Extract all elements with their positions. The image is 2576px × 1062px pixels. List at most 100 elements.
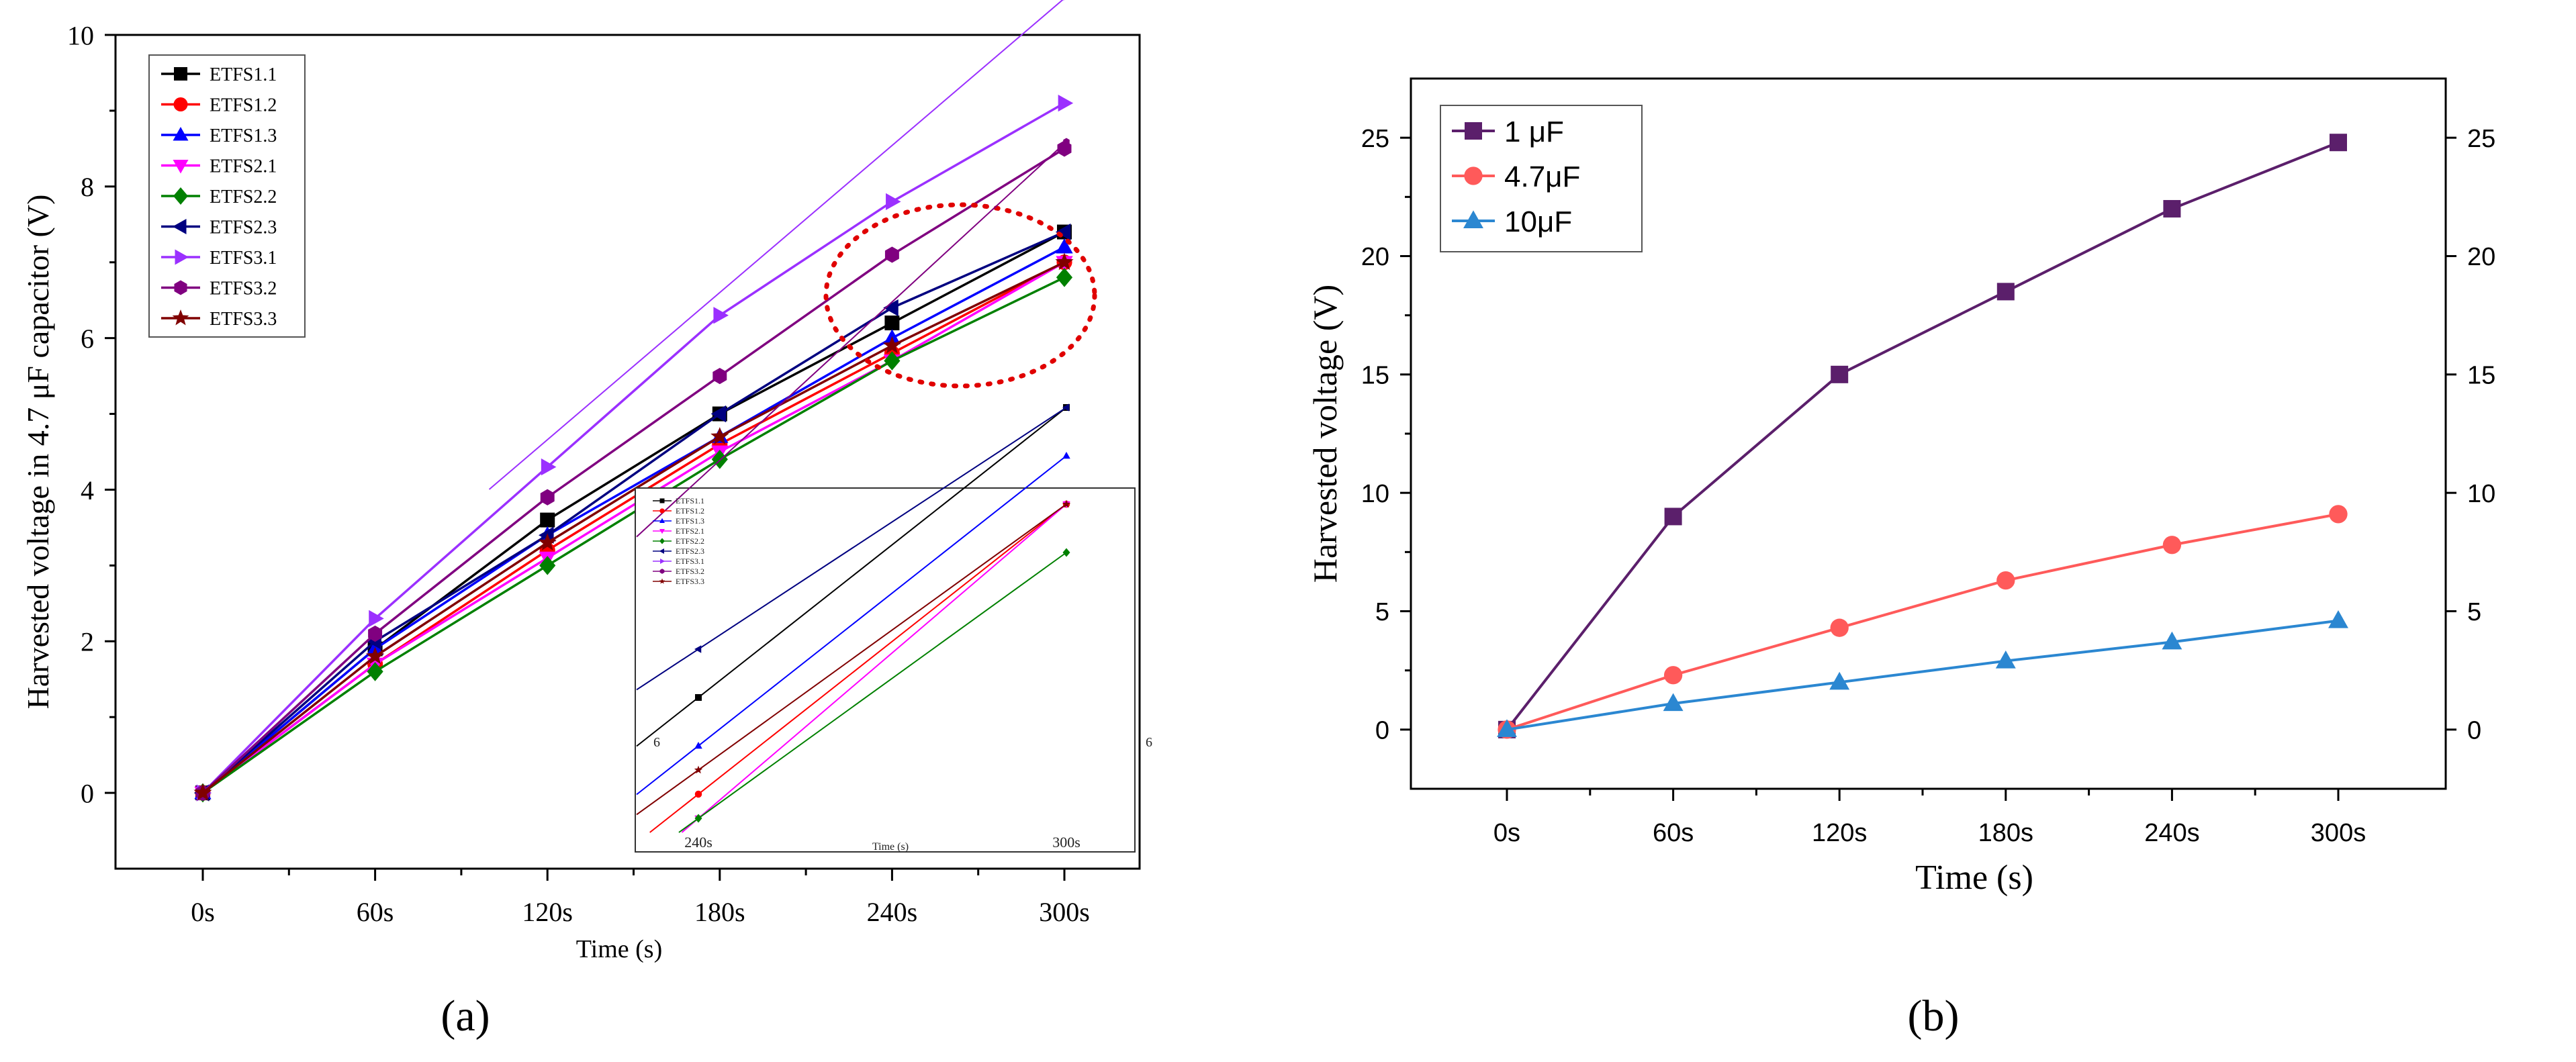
series-line-etfs3-3 [201,261,1065,794]
inset-point-etfs1-3 [1062,452,1070,459]
inset-point-etfs2-2 [694,814,702,823]
inset-legend-marker-etfs3-3 [659,578,665,584]
y-tick-label: 6 [81,324,94,354]
inset-frame [635,487,1136,853]
y-tick-label: 0 [81,778,94,808]
plot-frame-a [114,34,1141,870]
inset-line-etfs2-1 [681,503,1067,833]
x-tick-label: 300s [1039,897,1090,927]
inset-legend-marker-etfs2-3 [659,548,664,554]
data-point-etfs2-2 [539,556,556,575]
data-point-1-uf [1664,508,1682,526]
data-point-etfs2-3 [710,405,727,423]
data-point-10uf [1995,650,2016,669]
legend-label-etfs2-2: ETFS2.2 [210,187,277,207]
x-tick-label: 240s [867,897,918,927]
data-point-etfs2-2 [884,351,901,371]
y-axis-label-b: Harvested voltage (V) [1306,285,1344,583]
series-line-etfs2-1 [201,261,1065,794]
data-point-4-7uf [1663,666,1683,685]
data-point-etfs3-3 [710,427,729,444]
data-point-1-uf [1996,283,2015,301]
inset-line-etfs1-3 [636,455,1067,795]
series-group-a [193,94,1074,803]
legend-label-etfs3-1: ETFS3.1 [210,248,277,269]
y-tick-label: 4 [81,475,94,505]
data-point-etfs3-2 [884,246,899,263]
inset-legend-marker-etfs2-2 [659,538,665,544]
legend-label-1-uf: 1 μF [1504,115,1564,148]
inset-legend: ETFS1.1ETFS1.2ETFS1.3ETFS2.1ETFS2.2ETFS2… [653,496,704,586]
legend-label-10uf: 10μF [1504,205,1572,238]
inset-plot: ETFS1.1ETFS1.2ETFS1.3ETFS2.1ETFS2.2ETFS2… [488,0,1152,853]
inset-point-etfs1-1 [695,694,702,701]
data-point-4-7uf [2329,505,2348,524]
y-axis-label-a: Harvested voltage in 4.7 μF capacitor (V… [21,195,55,710]
x-tick-label: 0s [1493,819,1520,847]
inset-legend-label-etfs1-2: ETFS1.2 [676,506,704,516]
legend-marker-etfs3-2 [174,280,187,295]
data-point-etfs3-2 [712,367,727,385]
x-axis-ticks-b: 0s 60s 120s 180s 240s 300s [1493,789,2366,847]
inset-point-etfs1-3 [694,742,702,749]
legend-label-etfs1-3: ETFS1.3 [210,126,277,146]
inset-xtick-240s: 240s [684,834,712,851]
x-tick-label: 240s [2144,819,2199,847]
inset-point-etfs2-3 [694,645,702,653]
data-point-etfs3-3 [365,646,385,665]
inset-legend-marker-etfs3-2 [659,569,665,574]
inset-legend-marker-etfs1-1 [659,498,665,503]
data-point-etfs3-3 [882,336,902,354]
legend-a: ETFS1.1 ETFS1.2 ETFS1.3 ETFS2.1 ETFS2.2 ETFS2… [148,54,306,338]
legend-marker-etfs2-3 [173,219,187,234]
x-tick-label: 120s [1812,819,1867,847]
inset-legend-label-etfs1-3: ETFS1.3 [676,516,704,526]
y-tick-label-right: 20 [2467,243,2495,271]
y-tick-label: 10 [67,20,94,50]
legend-marker-etfs2-1 [173,160,189,174]
legend-marker-4-7uf [1464,166,1483,185]
inset-point-etfs3-2 [1063,138,1070,146]
data-point-4-7uf [1830,618,1849,637]
data-point-4-7uf [1996,571,2015,590]
inset-legend-label-etfs1-1: ETFS1.1 [676,496,704,505]
data-point-etfs2-3 [539,526,554,544]
legend-marker-etfs2-2 [173,187,188,205]
inset-line-etfs2-3 [636,407,1067,691]
legend-marker-10uf [1463,210,1483,229]
data-point-4-7uf [2162,536,2182,554]
x-tick-label: 180s [1978,819,2033,847]
series-line-etfs2-2 [201,276,1065,794]
legend-marker-etfs3-3 [172,309,189,326]
series-line-etfs3-2 [201,147,1065,794]
data-point-1-uf [2163,199,2181,218]
legend-marker-1-uf [1465,122,1482,140]
inset-xlabel: Time (s) [872,841,909,853]
data-point-etfs3-1 [713,307,729,324]
inset-line-etfs2-2 [678,552,1067,833]
panel-label-a: (a) [441,992,490,1041]
data-point-etfs1-1 [540,512,555,528]
inset-legend-marker-etfs1-3 [659,518,665,523]
series-line-1-uf [1506,141,2339,731]
series-line-4-7uf [1506,512,2339,731]
y-axis-ticks-b: 0 0 5 5 10 10 15 15 20 20 25 25 [1361,125,2496,745]
data-point-etfs3-3 [193,783,212,801]
inset-legend-label-etfs2-3: ETFS2.3 [676,546,704,556]
series-line-10uf [1506,619,2339,731]
x-axis-label-b: Time (s) [1915,859,2033,897]
highlight-ellipse [823,202,1097,389]
y-tick-label: 15 [1361,362,1389,390]
inset-ytick-label-right: 6 [1146,735,1152,750]
inset-line-etfs1-2 [649,503,1067,833]
data-point-etfs1-3 [1056,238,1073,254]
series-line-etfs3-1 [201,102,1065,794]
legend-marker-etfs1-2 [173,97,188,111]
data-point-etfs3-3 [1055,252,1074,271]
inset-line-etfs3-1 [488,0,1064,490]
inset-line-etfs1-1 [636,407,1067,747]
data-point-etfs3-1 [1058,94,1074,112]
data-point-10uf [1497,719,1517,737]
inset-point-etfs1-2 [694,790,702,798]
